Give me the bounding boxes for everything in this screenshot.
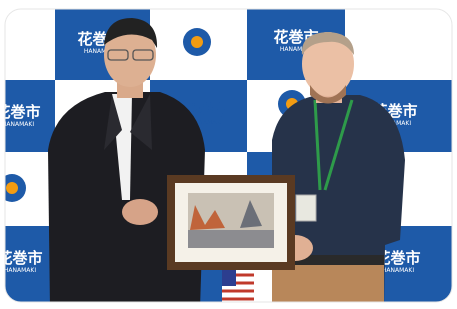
framed-painting xyxy=(167,175,295,270)
logo-sublabel: HANAMAKI xyxy=(382,267,414,274)
emblem-center xyxy=(191,36,203,48)
photo: 花巻市HANAMAKI花巻市HANAMAKI花巻市HANAMAKI花巻市HANA… xyxy=(0,0,457,309)
logo-label: 花巻市 xyxy=(0,249,43,267)
logo-label: 花巻市 xyxy=(0,103,41,121)
logo-sublabel: HANAMAKI xyxy=(4,267,36,274)
logo-sublabel: HANAMAKI xyxy=(2,121,34,128)
flag xyxy=(222,270,254,305)
emblem-center xyxy=(6,182,18,194)
photo-content: 花巻市HANAMAKI花巻市HANAMAKI花巻市HANAMAKI花巻市HANA… xyxy=(0,0,457,309)
